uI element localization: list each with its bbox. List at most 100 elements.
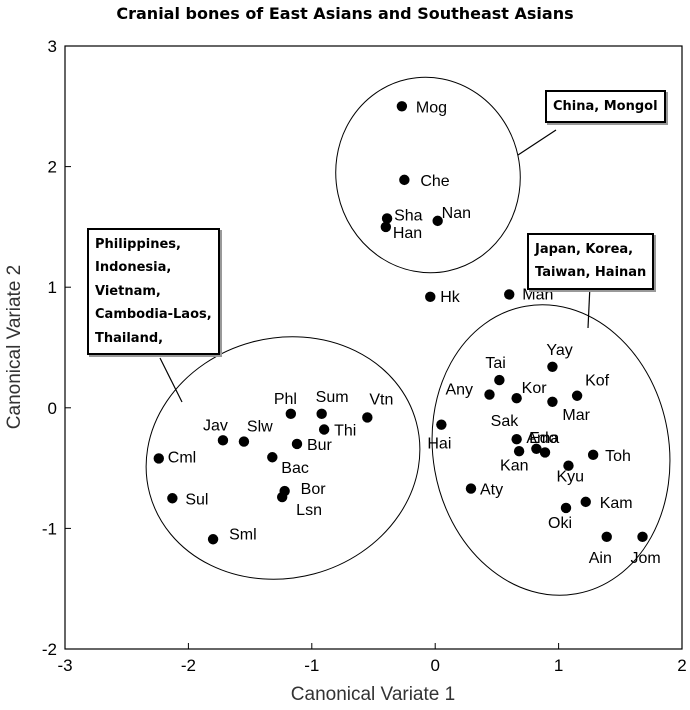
- point-edo: [513, 446, 525, 457]
- point-jom: [637, 531, 648, 543]
- callout-line: Vietnam,: [95, 283, 161, 299]
- point-label-han: Han: [393, 225, 422, 242]
- point-label-man: Man: [522, 286, 553, 303]
- point-ama: [531, 443, 542, 455]
- point-thi: [318, 424, 330, 435]
- point-label-slw: Slw: [247, 419, 273, 436]
- point-kan: [539, 447, 551, 458]
- point-label-hai: Hai: [427, 436, 451, 453]
- point-label-jom: Jom: [631, 550, 661, 567]
- callout-line: Thailand,: [95, 330, 164, 346]
- x-tick-label: 1: [554, 656, 563, 675]
- point-cml: [153, 453, 164, 464]
- point-label-aty: Aty: [480, 482, 503, 499]
- point-label-kof: Kof: [585, 373, 610, 390]
- y-tick-label: -2: [42, 640, 57, 659]
- point-label-bur: Bur: [307, 437, 333, 454]
- point-kor: [511, 392, 522, 404]
- y-tick-label: 3: [48, 37, 57, 56]
- point-label-sha: Sha: [394, 207, 423, 224]
- group-ellipses: [145, 76, 671, 596]
- point-aty: [465, 483, 477, 494]
- x-tick-label: 2: [677, 656, 686, 675]
- connector-japan-korea: [587, 284, 591, 329]
- point-label-oki: Oki: [548, 515, 572, 532]
- point-label-vtn: Vtn: [369, 391, 393, 408]
- ellipse-china-mongol: [335, 76, 521, 274]
- point-label-ain: Ain: [589, 550, 612, 567]
- point-label-sul: Sul: [185, 491, 208, 508]
- callout-line: China, Mongol: [553, 99, 658, 114]
- connector-china-mongol: [517, 129, 557, 156]
- x-tick-label: -3: [57, 656, 72, 675]
- point-label-thi: Thi: [334, 423, 356, 440]
- point-label-lsn: Lsn: [296, 502, 322, 519]
- point-label-cml: Cml: [168, 449, 196, 466]
- callout-line: Taiwan, Hainan: [535, 265, 647, 281]
- point-ain: [601, 531, 612, 543]
- callout-line: Indonesia,: [95, 260, 172, 276]
- point-oki: [560, 502, 572, 514]
- y-tick-label: -1: [42, 519, 57, 538]
- point-kam: [580, 496, 591, 508]
- point-slw: [238, 436, 250, 447]
- point-sml: [207, 534, 219, 545]
- point-man: [504, 289, 515, 300]
- callout-line: Philippines,: [95, 237, 181, 252]
- point-label-che: Che: [420, 173, 449, 190]
- callout-line: Japan, Korea,: [535, 242, 634, 257]
- point-che: [399, 174, 410, 186]
- point-sul: [167, 493, 178, 504]
- y-tick-label: 2: [48, 158, 57, 177]
- point-label-bor: Bor: [301, 481, 327, 498]
- point-label-sml: Sml: [229, 526, 257, 543]
- point-yay: [547, 361, 558, 372]
- point-label-mog: Mog: [416, 99, 447, 116]
- point-label-phl: Phl: [274, 391, 297, 408]
- point-label-kan: Kan: [500, 457, 528, 474]
- point-han: [380, 221, 392, 233]
- point-label-edo: Edo: [529, 430, 558, 447]
- point-lsn: [276, 491, 288, 503]
- plot-frame: [64, 45, 683, 650]
- point-label-kam: Kam: [600, 495, 633, 512]
- ellipse-southeast-asia: [145, 336, 421, 580]
- callout-japan-korea: Japan, Korea, Taiwan, Hainan: [527, 233, 655, 290]
- y-axis-title: Canonical Variate 2: [4, 265, 25, 429]
- x-axis-title: Canonical Variate 1: [291, 684, 455, 705]
- point-bur: [291, 438, 303, 450]
- point-nan: [432, 215, 443, 227]
- point-label-tai: Tai: [485, 355, 505, 372]
- y-tick-label: 1: [48, 278, 57, 297]
- point-sha: [381, 213, 393, 224]
- point-sak: [511, 433, 522, 445]
- point-mar: [547, 396, 558, 407]
- point-label-kor: Kor: [522, 380, 548, 397]
- point-label-sak: Sak: [491, 413, 520, 430]
- chart-title: Cranial bones of East Asians and Southea…: [116, 4, 574, 23]
- y-tick-label: 0: [48, 399, 57, 418]
- connector-southeast-asia: [159, 357, 183, 403]
- ellipse-japan-korea: [431, 304, 671, 596]
- point-label-nan: Nan: [442, 205, 471, 222]
- point-hai: [436, 419, 447, 430]
- point-label-jav: Jav: [203, 417, 228, 434]
- point-label-kyu: Kyu: [556, 469, 584, 486]
- point-label-sum: Sum: [316, 389, 349, 406]
- point-jav: [217, 435, 229, 446]
- x-tick-label: -1: [304, 656, 319, 675]
- point-toh: [587, 449, 599, 461]
- point-kyu: [563, 460, 574, 471]
- callout-line: Cambodia-Laos,: [95, 307, 212, 323]
- point-label-any: Any: [445, 382, 473, 399]
- callout-china-mongol: China, Mongol: [545, 90, 666, 124]
- point-hk: [425, 291, 436, 303]
- point-kof: [571, 390, 583, 401]
- callout-southeast-asia: Philippines, Indonesia, Vietnam, Cambodi…: [87, 228, 220, 355]
- x-tick-label: 0: [430, 656, 439, 675]
- point-label-yay: Yay: [546, 342, 572, 359]
- point-tai: [494, 374, 505, 386]
